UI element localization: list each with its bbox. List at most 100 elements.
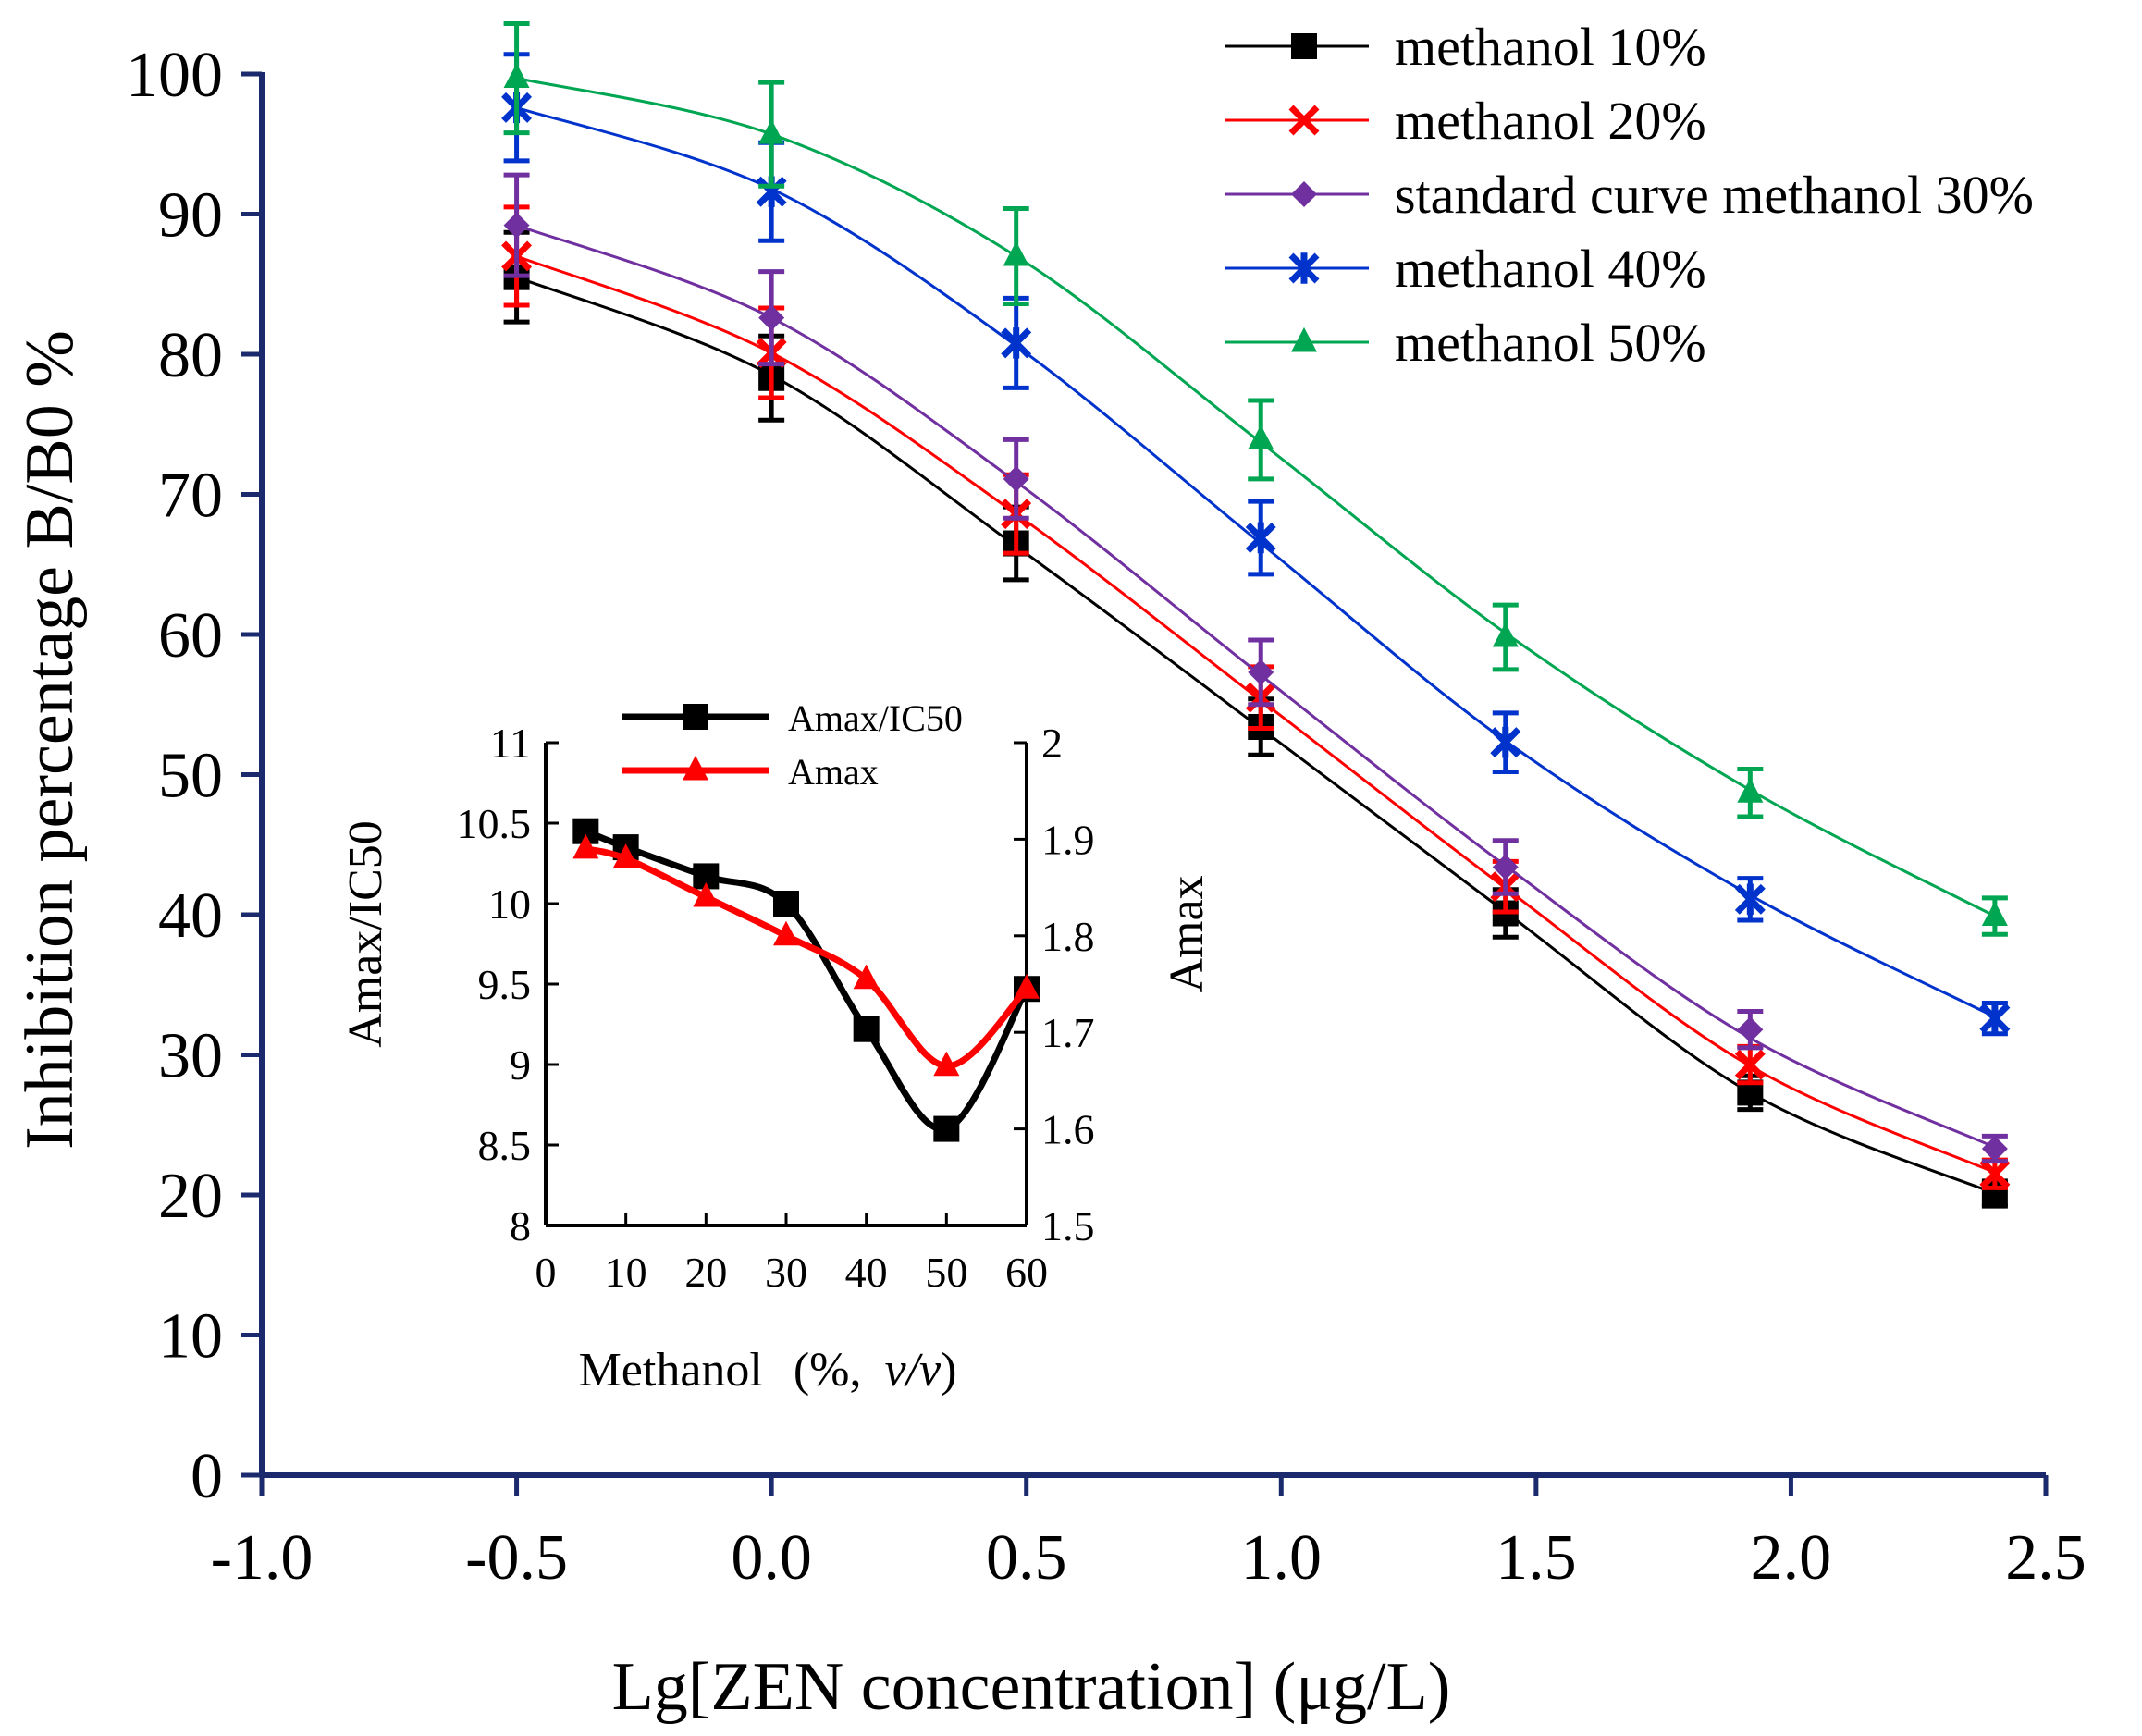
inset-legend-label-amax: Amax: [788, 751, 879, 793]
inset-y-tick-label-9: 9: [510, 1041, 531, 1089]
main-y-tick-label-20: 20: [158, 1161, 223, 1232]
main-y-tick-label-70: 70: [158, 461, 223, 532]
point-methanol-40-4: [1490, 726, 1521, 758]
point-methanol-40-2: [1001, 327, 1032, 359]
inset-point-amax-ic50-5: [933, 1115, 960, 1142]
inset-x-title-close: ): [941, 1344, 956, 1397]
inset-x-tick-label-0: 0: [536, 1249, 557, 1296]
inset-x-tick-label-20: 20: [684, 1249, 727, 1296]
inset-y-tick-label-10-5: 10.5: [457, 800, 532, 847]
main-x-tick-label-2-0: 2.0: [1751, 1522, 1832, 1594]
inset-legend: Amax/IC50 Amax: [622, 697, 963, 793]
legend-markers: [1225, 33, 1369, 352]
point-standard-curve-methanol-30-2: [1003, 465, 1029, 492]
inset-left-tick-labels: 8 8.5 9 9.5 10 10.5 11: [457, 720, 559, 1250]
inset-x-title-main: Methanol: [579, 1344, 763, 1397]
inset-point-amax-1: [612, 843, 639, 868]
point-methanol-50-5: [1737, 778, 1764, 803]
point-methanol-40-6: [1979, 1003, 2011, 1034]
inset-axes: [544, 743, 1028, 1227]
inset-x-tick-label-60: 60: [1005, 1249, 1048, 1296]
main-y-tick-label-90: 90: [158, 180, 223, 252]
series-standard-curve-methanol-30: [503, 172, 2008, 1164]
legend-marker-standard-curve-methanol-30: [1291, 181, 1317, 207]
point-standard-curve-methanol-30-3: [1248, 659, 1274, 685]
main-y-tick-label-30: 30: [158, 1021, 223, 1092]
inset-x-tick-label-10: 10: [605, 1249, 647, 1296]
main-legend: methanol 10% methanol 20% standard curve…: [1225, 17, 2034, 373]
inset-series-group: [572, 818, 1040, 1142]
inset-y2-tick-label-1-8: 1.8: [1041, 913, 1095, 960]
inset-x-axis-title: Methanol (%, v/v): [579, 1344, 957, 1397]
main-y-tick-label-80: 80: [158, 320, 223, 391]
point-methanol-40-3: [1245, 522, 1276, 554]
main-x-tick-label-2-5: 2.5: [2005, 1522, 2087, 1594]
inset-x-title-suffix: (%,: [794, 1344, 862, 1397]
inset-chart: 8 8.5 9 9.5 10 10.5 11 1.5 1.6 1.7 1.8 1.9 2 0 10 20 3…: [339, 697, 1213, 1397]
point-standard-curve-methanol-30-6: [1981, 1136, 2008, 1163]
inset-y-tick-label-9-5: 9.5: [478, 961, 532, 1008]
main-x-tick-label-0-0: 0.0: [731, 1522, 812, 1594]
point-methanol-50-4: [1492, 622, 1519, 647]
point-methanol-50-3: [1248, 425, 1274, 449]
main-y-tick-label-10: 10: [158, 1301, 223, 1373]
inset-point-amax-3: [773, 920, 799, 946]
inset-point-amax-5: [933, 1051, 960, 1077]
point-methanol-50-0: [503, 63, 530, 89]
inset-point-amax-2: [693, 881, 720, 907]
inset-legend-label-amax-ic50: Amax/IC50: [788, 697, 963, 739]
point-standard-curve-methanol-30-5: [1737, 1016, 1764, 1043]
main-x-tick-label-1-0: -1.0: [211, 1522, 314, 1594]
legend-label-methanol-40: methanol 40%: [1395, 239, 1706, 299]
inset-y-tick-label-11: 11: [490, 720, 531, 767]
inset-legend-markers: [622, 704, 769, 781]
inset-line-amax: [585, 845, 1029, 1070]
legend-label-methanol-30: standard curve methanol 30%: [1395, 165, 2034, 225]
point-methanol-20-6: [1979, 1158, 2011, 1189]
legend-marker-methanol-50: [1291, 326, 1317, 352]
inset-point-amax-6: [1014, 974, 1040, 999]
main-x-tick-label-0-5: 0.5: [986, 1522, 1067, 1594]
main-y-tick-label-100: 100: [126, 40, 223, 111]
legend-label-methanol-10: methanol 10%: [1395, 17, 1706, 77]
inset-y2-tick-label-1-5: 1.5: [1041, 1202, 1095, 1250]
inset-legend-marker-amax-ic50: [683, 704, 708, 730]
point-standard-curve-methanol-30-4: [1492, 854, 1519, 880]
inset-point-amax-ic50-4: [853, 1016, 880, 1042]
inset-line-amax-ic50: [585, 828, 1030, 1133]
legend-marker-methanol-20: [1288, 105, 1320, 136]
inset-y-axis-title: Amax/IC50: [339, 820, 392, 1048]
main-x-tick-label-1-0: 1.0: [1241, 1522, 1323, 1594]
point-methanol-20-5: [1734, 1049, 1766, 1080]
point-standard-curve-methanol-30-0: [503, 212, 530, 239]
inset-x-title-italic: v/v: [885, 1344, 942, 1397]
main-x-tick-label-1-5: 1.5: [1496, 1522, 1577, 1594]
series-line-standard-curve-methanol-30: [516, 224, 1996, 1149]
point-methanol-50-1: [758, 119, 785, 144]
legend-marker-methanol-40: [1288, 252, 1320, 284]
legend-label-methanol-20: methanol 20%: [1395, 91, 1706, 151]
inset-y-tick-label-8: 8: [510, 1202, 531, 1250]
inset-point-amax-4: [853, 964, 880, 990]
main-y-tick-label-0: 0: [191, 1441, 223, 1512]
inset-x-tick-label-50: 50: [925, 1249, 967, 1296]
inset-point-amax-0: [572, 833, 599, 859]
inset-y-tick-label-8-5: 8.5: [478, 1122, 532, 1169]
inset-y2-tick-label-2: 2: [1041, 720, 1063, 767]
inset-y2-tick-label-1-9: 1.9: [1041, 816, 1095, 863]
main-series-group: [501, 20, 2011, 1209]
series-methanol-50: [503, 20, 2008, 937]
main-y-axis-title: Inhibition percentage B/B0 %: [12, 330, 88, 1150]
inset-right-tick-labels: 1.5 1.6 1.7 1.8 1.9 2: [1014, 720, 1095, 1250]
legend-marker-methanol-10: [1291, 33, 1317, 59]
point-methanol-50-6: [1981, 901, 2008, 927]
inset-point-amax-ic50-3: [773, 891, 799, 917]
main-x-tick-label-0-5: -0.5: [465, 1522, 568, 1594]
inset-y2-axis-title: Amax: [1161, 875, 1213, 992]
inset-series-amax: [572, 833, 1040, 1077]
inset-y2-tick-label-1-6: 1.6: [1041, 1106, 1095, 1153]
main-y-tick-label-50: 50: [158, 741, 223, 812]
inset-y-tick-label-10: 10: [488, 880, 531, 928]
